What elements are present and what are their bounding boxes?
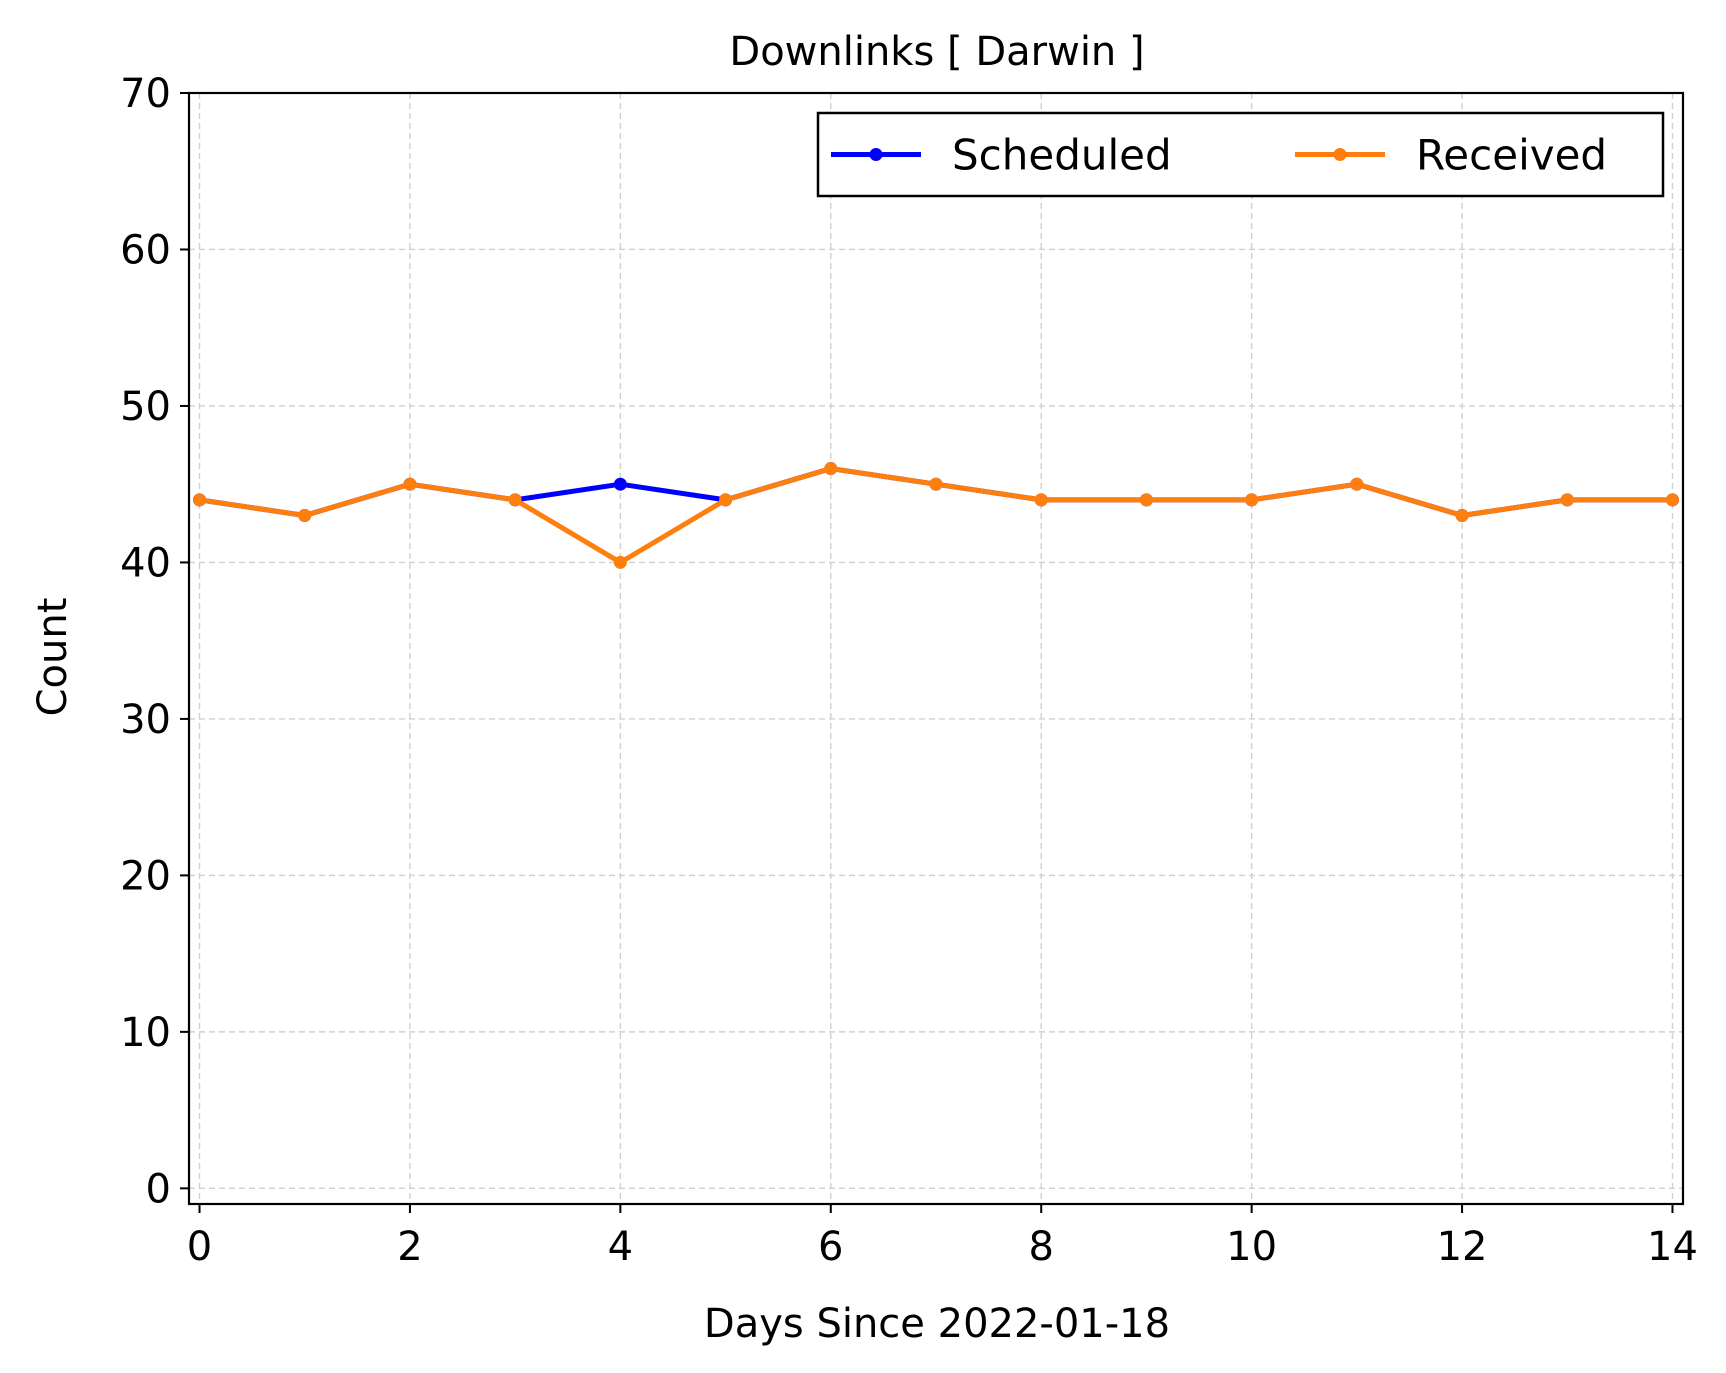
x-tick-label: 0 [187, 1224, 212, 1270]
axes: 0 2 4 6 8 10 12 14 0 10 20 30 40 50 60 70 [120, 71, 1698, 1270]
data-series [193, 462, 1679, 569]
legend: Scheduled Received [816, 111, 1665, 198]
x-axis-label: Days Since 2022-01-18 [704, 1301, 1170, 1347]
y-tick-label: 10 [120, 1010, 171, 1056]
y-tick-label: 20 [120, 853, 171, 899]
x-tick-label: 14 [1647, 1224, 1698, 1270]
data-point [403, 477, 417, 491]
legend-entry-received: Received [1295, 131, 1607, 180]
legend-swatch-marker [1333, 148, 1347, 161]
y-tick-label: 40 [120, 540, 171, 586]
data-point [193, 493, 207, 507]
legend-label: Received [1416, 131, 1607, 180]
data-point [1665, 493, 1679, 507]
y-tick-label: 50 [120, 384, 171, 430]
data-point [1139, 493, 1153, 507]
data-point [1350, 477, 1364, 491]
y-tick-label: 60 [120, 227, 171, 273]
legend-label: Scheduled [952, 131, 1172, 180]
y-axis-label: Count [30, 598, 76, 717]
legend-box [816, 111, 1665, 198]
plot-frame [187, 91, 1685, 1206]
x-tick-label: 8 [1028, 1224, 1053, 1270]
chart-title: Downlinks [ Darwin ] [729, 29, 1144, 75]
x-tick-label: 6 [818, 1224, 843, 1270]
legend-entry-scheduled: Scheduled [831, 131, 1172, 180]
series-received [193, 462, 1679, 569]
data-point [929, 477, 943, 491]
y-tick-label: 30 [120, 697, 171, 743]
data-point [1455, 508, 1469, 522]
data-point [1560, 493, 1574, 507]
x-tick-label: 10 [1226, 1224, 1277, 1270]
data-point [298, 508, 312, 522]
x-tick-label: 4 [608, 1224, 633, 1270]
y-tick-label: 0 [146, 1166, 171, 1212]
data-point [1034, 493, 1048, 507]
data-point [613, 555, 627, 569]
y-tick-label: 70 [120, 71, 171, 117]
data-point [719, 493, 733, 507]
data-point [1245, 493, 1259, 507]
data-point [613, 477, 627, 491]
legend-swatch-marker [869, 148, 883, 161]
data-point [824, 462, 838, 476]
x-tick-label: 12 [1437, 1224, 1488, 1270]
grid-lines [189, 92, 1683, 1204]
x-tick-label: 2 [397, 1224, 422, 1270]
data-point [508, 493, 522, 507]
